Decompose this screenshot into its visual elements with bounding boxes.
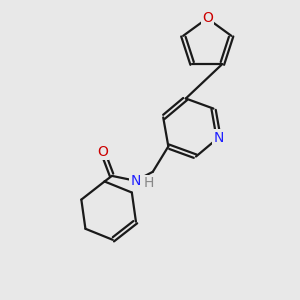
- Text: O: O: [98, 145, 108, 159]
- Text: H: H: [143, 176, 154, 190]
- Text: O: O: [202, 11, 213, 25]
- Text: N: N: [130, 174, 141, 188]
- Text: N: N: [213, 130, 224, 145]
